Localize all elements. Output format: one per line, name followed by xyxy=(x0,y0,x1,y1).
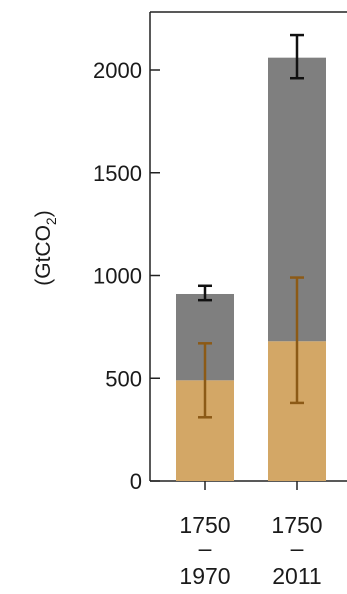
ylabel-close: ) xyxy=(32,210,55,217)
svg-text:(GtCO2): (GtCO2) xyxy=(32,210,59,285)
y-tick-label: 2000 xyxy=(93,58,142,83)
ylabel-main: (GtCO xyxy=(32,225,55,286)
x-tick-label-bottom: 1970 xyxy=(179,563,230,589)
x-tick-label-top: 1750 xyxy=(179,512,230,538)
y-tick-label: 500 xyxy=(105,366,142,391)
x-tick-label-dash: – xyxy=(199,535,212,561)
y-tick-label: 1000 xyxy=(93,264,142,289)
x-tick-label-bottom: 2011 xyxy=(272,563,321,589)
x-tick-label-dash: – xyxy=(291,535,304,561)
x-tick-label-top: 1750 xyxy=(271,512,322,538)
y-axis-label: (GtCO2) xyxy=(32,210,59,285)
y-tick-label: 0 xyxy=(130,469,142,494)
bars xyxy=(176,33,326,481)
y-tick-label: 1500 xyxy=(93,161,142,186)
ylabel-sub: 2 xyxy=(43,217,59,225)
y-ticks: 0 500 1000 1500 2000 xyxy=(93,58,160,494)
